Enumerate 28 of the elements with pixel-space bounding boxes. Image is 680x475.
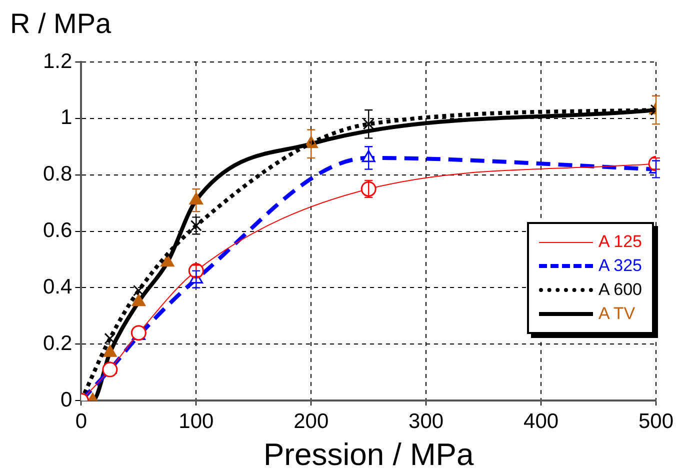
x-tick-label: 0 xyxy=(75,410,88,433)
y-tick-label: 0.2 xyxy=(42,332,72,355)
point xyxy=(160,254,174,267)
x-tick-label: 100 xyxy=(178,410,214,433)
y-axis-title: R / MPa xyxy=(10,8,112,40)
x-tick-label: 300 xyxy=(408,410,444,433)
y-tick-label: 1.2 xyxy=(42,50,72,73)
point xyxy=(102,362,118,378)
legend-label: A 125 xyxy=(598,232,642,252)
legend-label: A TV xyxy=(598,304,636,324)
y-tick-label: 1 xyxy=(60,106,72,130)
point xyxy=(104,332,116,344)
x-tick-label: 200 xyxy=(294,410,329,433)
point xyxy=(132,294,146,306)
point xyxy=(103,344,117,357)
point xyxy=(362,118,374,130)
legend-label: A 325 xyxy=(598,256,642,276)
x-tick-label: 500 xyxy=(638,410,674,433)
y-tick-label: 0.4 xyxy=(42,276,73,299)
x-axis-title: Pression / MPa xyxy=(263,436,474,472)
point xyxy=(360,181,376,197)
y-tick-label: 0.8 xyxy=(42,162,72,186)
y-tick-label: 0.6 xyxy=(42,219,72,242)
x-tick-label: 400 xyxy=(524,410,559,433)
y-tick-label: 0 xyxy=(60,388,72,412)
point xyxy=(132,284,144,296)
legend-label: A 600 xyxy=(598,280,642,300)
point xyxy=(190,220,202,232)
